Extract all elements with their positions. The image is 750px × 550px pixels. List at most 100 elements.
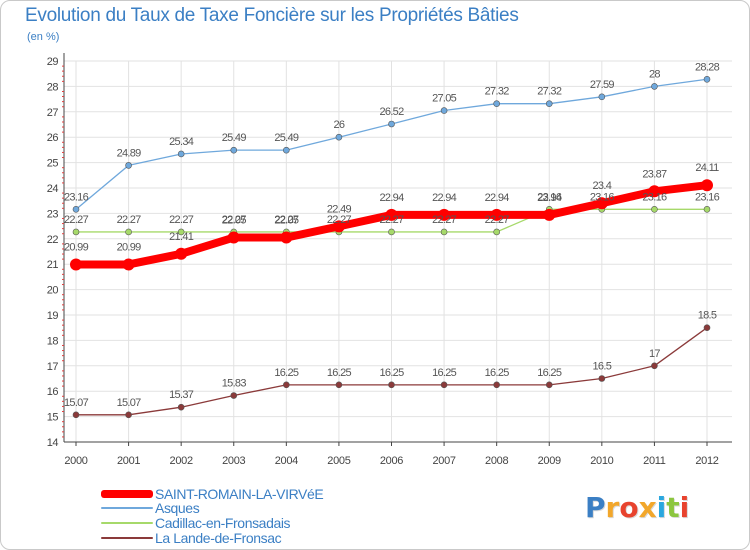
series-point-1 — [283, 146, 290, 154]
y-tick-label: 20 — [47, 285, 59, 297]
series-point-0 — [122, 258, 135, 271]
series-point-1 — [388, 120, 395, 128]
data-label-1: 27.59 — [590, 79, 615, 91]
series-point-1 — [703, 75, 711, 83]
series-point-0 — [332, 220, 345, 233]
data-label-1: 26 — [333, 119, 344, 131]
legend-item-asques: Asques — [101, 500, 200, 516]
legend-label-saint-romain: SAINT-ROMAIN-LA-VIRVéE — [155, 486, 324, 502]
y-tick-label: 18 — [47, 335, 59, 347]
data-label-0: 22.94 — [432, 192, 457, 204]
data-label-2: 22.27 — [222, 214, 247, 226]
data-label-3: 16.25 — [274, 367, 299, 379]
data-label-3: 17 — [649, 348, 660, 360]
x-tick-label: 2001 — [117, 455, 140, 467]
data-label-0: 22.94 — [485, 192, 510, 204]
legend-swatch-la-lande — [101, 537, 153, 539]
series-point-3 — [598, 375, 606, 382]
data-label-0: 24.11 — [695, 162, 719, 174]
y-tick-label: 14 — [47, 437, 59, 449]
series-point-2 — [440, 228, 448, 236]
x-tick-label: 2011 — [643, 455, 666, 467]
data-label-0: 22.05 — [274, 215, 299, 227]
data-label-0: 22.49 — [327, 203, 352, 215]
series-point-2 — [177, 228, 185, 236]
data-label-3: 16.25 — [485, 367, 510, 379]
chart-title: Evolution du Taux de Taxe Foncière sur l… — [25, 5, 519, 26]
data-label-3: 16.25 — [327, 367, 352, 379]
series-point-0 — [385, 208, 398, 221]
data-label-3: 16.25 — [379, 367, 404, 379]
series-point-1 — [72, 206, 80, 213]
series-point-1 — [651, 83, 658, 90]
data-label-2: 22.27 — [379, 214, 404, 226]
x-tick-label: 2010 — [590, 455, 613, 467]
data-label-2: 22.27 — [432, 214, 457, 226]
series-point-3 — [230, 392, 238, 399]
data-label-1: 25.49 — [222, 132, 247, 144]
series-point-3 — [177, 403, 185, 411]
series-point-0 — [227, 231, 240, 244]
series-point-1 — [440, 107, 448, 114]
series-point-3 — [335, 381, 343, 389]
chart-unit-label: (en %) — [27, 31, 60, 43]
x-tick-label: 2000 — [64, 455, 87, 467]
series-point-0 — [648, 185, 661, 198]
data-label-2: 22.27 — [274, 214, 299, 226]
y-tick-label: 29 — [47, 56, 59, 68]
data-label-3: 18.5 — [698, 310, 717, 322]
series-point-1 — [493, 100, 500, 107]
x-tick-label: 2003 — [222, 455, 245, 467]
legend-label-la-lande: La Lande-de-Fronsac — [155, 530, 282, 546]
data-label-0: 22.94 — [379, 192, 404, 204]
data-label-0: 20.99 — [117, 241, 142, 253]
x-tick-label: 2007 — [432, 455, 455, 467]
data-label-3: 15.07 — [64, 397, 89, 409]
data-label-0: 20.99 — [64, 241, 89, 253]
series-point-3 — [545, 381, 553, 389]
x-tick-label: 2009 — [538, 455, 561, 467]
series-point-2 — [703, 206, 711, 213]
y-tick-label: 27 — [47, 107, 59, 119]
data-label-0: 21.41 — [169, 231, 194, 243]
series-point-2 — [388, 228, 395, 236]
y-tick-label: 26 — [47, 132, 59, 144]
series-point-1 — [545, 100, 553, 107]
y-tick-label: 21 — [47, 259, 59, 271]
data-label-2: 22.27 — [485, 214, 510, 226]
series-point-0 — [543, 208, 556, 221]
series-point-3 — [440, 381, 448, 389]
series-point-0 — [70, 258, 82, 271]
data-label-2: 22.27 — [327, 214, 352, 226]
data-label-2: 23.16 — [695, 191, 720, 203]
series-point-1 — [230, 146, 238, 154]
legend-swatch-saint-romain — [101, 490, 153, 498]
y-tick-label: 15 — [47, 412, 59, 424]
x-tick-label: 2006 — [380, 455, 403, 467]
data-label-2: 22.27 — [169, 214, 194, 226]
data-label-2: 23.16 — [537, 191, 562, 203]
data-label-1: 26.52 — [379, 106, 404, 118]
series-point-3 — [388, 381, 395, 389]
data-label-0: 23.4 — [593, 180, 612, 192]
data-label-0: 23.87 — [642, 168, 667, 180]
proxiti-logo: Proxiti — [585, 491, 690, 524]
x-tick-label: 2005 — [327, 455, 350, 467]
data-label-1: 24.89 — [117, 147, 142, 159]
y-tick-label: 23 — [47, 208, 59, 220]
data-label-1: 25.34 — [169, 136, 194, 148]
series-point-2 — [125, 228, 132, 236]
legend-item-saint-romain: SAINT-ROMAIN-LA-VIRVéE — [101, 486, 324, 502]
y-tick-label: 22 — [47, 234, 59, 246]
series-point-1 — [335, 133, 343, 141]
series-point-0 — [490, 208, 503, 221]
data-label-3: 16.25 — [537, 367, 562, 379]
series-point-1 — [598, 93, 606, 101]
series-point-1 — [177, 150, 185, 158]
data-label-1: 27.05 — [432, 93, 457, 105]
data-label-2: 23.16 — [590, 191, 615, 203]
data-label-1: 27.32 — [485, 86, 510, 98]
legend-label-asques: Asques — [155, 500, 200, 516]
